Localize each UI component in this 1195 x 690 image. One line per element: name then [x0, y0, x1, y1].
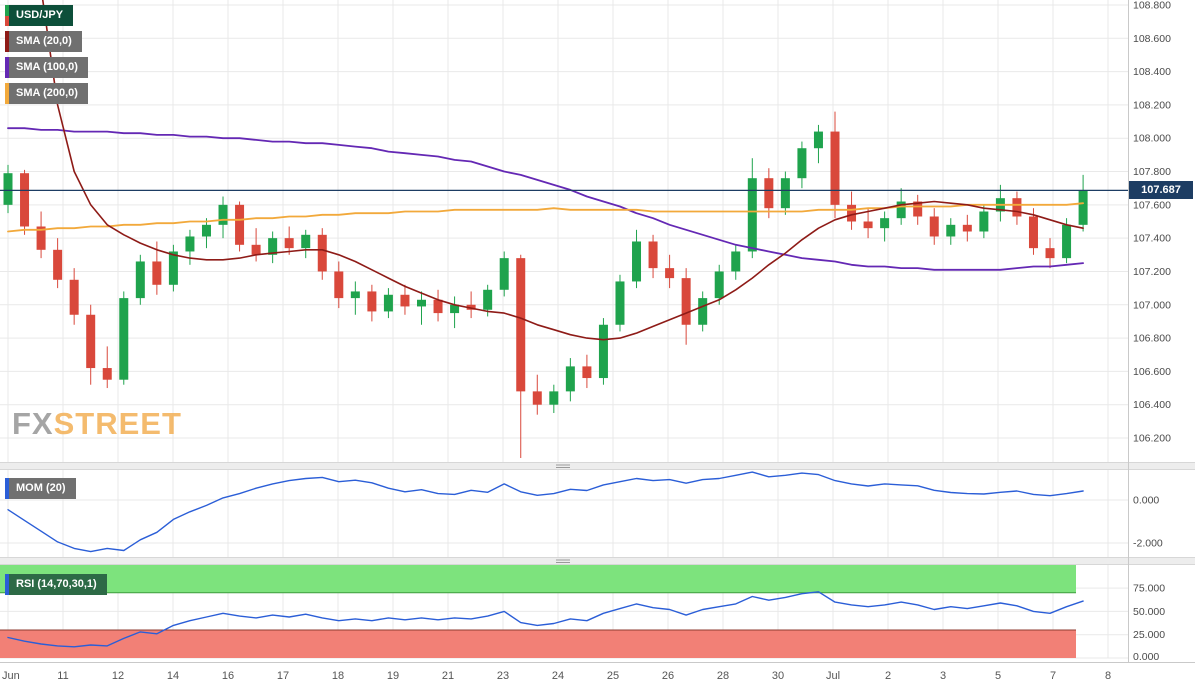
- legend-sma20-label: SMA (20,0): [16, 35, 72, 47]
- pane-divider[interactable]: [0, 557, 1195, 565]
- current-price-tag: 107.687: [1129, 181, 1193, 199]
- svg-text:5: 5: [995, 670, 1001, 682]
- rsi-oversold-band: [0, 630, 1076, 658]
- sma100-color-icon: [5, 57, 9, 78]
- svg-text:25: 25: [607, 670, 619, 682]
- svg-text:16: 16: [222, 670, 234, 682]
- legend-rsi[interactable]: RSI (14,70,30,1): [5, 574, 107, 595]
- pane-divider[interactable]: [0, 462, 1195, 470]
- svg-text:0.000: 0.000: [1133, 495, 1159, 507]
- svg-text:108.800: 108.800: [1133, 0, 1171, 11]
- svg-text:107.000: 107.000: [1133, 299, 1171, 311]
- svg-text:3: 3: [940, 670, 946, 682]
- watermark-street: STREET: [53, 406, 182, 441]
- rsi-overbought-band: [0, 565, 1076, 593]
- svg-text:24: 24: [552, 670, 564, 682]
- legend-stack: USD/JPY SMA (20,0) SMA (100,0) SMA (200,…: [5, 5, 88, 104]
- svg-text:25.000: 25.000: [1133, 629, 1165, 641]
- svg-text:108.000: 108.000: [1133, 133, 1171, 145]
- svg-text:107.400: 107.400: [1133, 233, 1171, 245]
- mom-color-icon: [5, 478, 9, 499]
- svg-text:Jun: Jun: [2, 670, 20, 682]
- legend-sma20[interactable]: SMA (20,0): [5, 31, 82, 52]
- candlestick-series: [3, 111, 1088, 458]
- rsi-bands: [0, 565, 1076, 658]
- mom-axis[interactable]: 0.000 -2.000: [1133, 495, 1163, 550]
- mom-line: [7, 471, 1084, 553]
- instrument-strip-up: [5, 5, 9, 16]
- legend-mom-label: MOM (20): [16, 482, 66, 494]
- svg-text:106.200: 106.200: [1133, 433, 1171, 445]
- svg-text:17: 17: [277, 670, 289, 682]
- svg-text:21: 21: [442, 670, 454, 682]
- sma20-color-icon: [5, 31, 9, 52]
- svg-text:26: 26: [662, 670, 674, 682]
- svg-text:106.400: 106.400: [1133, 399, 1171, 411]
- legend-sma100[interactable]: SMA (100,0): [5, 57, 88, 78]
- sma200-color-icon: [5, 83, 9, 104]
- legend-sma100-label: SMA (100,0): [16, 61, 78, 73]
- legend-instrument[interactable]: USD/JPY: [5, 5, 74, 26]
- instrument-candle-icon: [5, 5, 9, 26]
- price-axis[interactable]: 108.800 108.600 108.400 108.200 108.000 107.8…: [1133, 0, 1171, 445]
- svg-text:108.200: 108.200: [1133, 99, 1171, 111]
- svg-text:106.800: 106.800: [1133, 333, 1171, 345]
- time-axis[interactable]: Jun 11 12 14 16 17 18 19 21 23 24 25 26 28 30 Jul 2 3 5 7 8: [2, 670, 1111, 682]
- rsi-axis[interactable]: 75.000 50.000 25.000 0.000: [1133, 583, 1165, 663]
- svg-text:12: 12: [112, 670, 124, 682]
- legend-sma200-label: SMA (200,0): [16, 87, 78, 99]
- legend-instrument-label: USD/JPY: [16, 9, 64, 21]
- fxstreet-logo: FXSTREET: [12, 406, 182, 442]
- svg-text:30: 30: [772, 670, 784, 682]
- svg-text:Jul: Jul: [826, 670, 840, 682]
- svg-text:19: 19: [387, 670, 399, 682]
- svg-text:18: 18: [332, 670, 344, 682]
- svg-text:0.000: 0.000: [1133, 651, 1159, 663]
- svg-text:11: 11: [57, 670, 68, 682]
- svg-text:106.600: 106.600: [1133, 366, 1171, 378]
- svg-text:14: 14: [167, 670, 179, 682]
- legend-rsi-label: RSI (14,70,30,1): [16, 578, 97, 590]
- rsi-line: [7, 591, 1084, 648]
- svg-text:2: 2: [885, 670, 891, 682]
- svg-text:75.000: 75.000: [1133, 583, 1165, 595]
- svg-text:108.400: 108.400: [1133, 66, 1171, 78]
- svg-text:28: 28: [717, 670, 729, 682]
- svg-text:-2.000: -2.000: [1133, 538, 1163, 550]
- legend-mom[interactable]: MOM (20): [5, 478, 76, 499]
- watermark-fx: FX: [12, 406, 54, 441]
- sma100-line: [7, 127, 1084, 271]
- instrument-strip-down: [5, 15, 9, 26]
- svg-text:107.600: 107.600: [1133, 199, 1171, 211]
- svg-text:107.200: 107.200: [1133, 266, 1171, 278]
- sma200-line: [7, 202, 1084, 233]
- svg-text:107.800: 107.800: [1133, 166, 1171, 178]
- svg-text:23: 23: [497, 670, 509, 682]
- svg-text:8: 8: [1105, 670, 1111, 682]
- svg-text:7: 7: [1050, 670, 1056, 682]
- legend-sma200[interactable]: SMA (200,0): [5, 83, 88, 104]
- sma20-line: [41, 0, 1084, 341]
- rsi-color-icon: [5, 574, 9, 595]
- svg-text:50.000: 50.000: [1133, 606, 1165, 618]
- svg-text:108.600: 108.600: [1133, 33, 1171, 45]
